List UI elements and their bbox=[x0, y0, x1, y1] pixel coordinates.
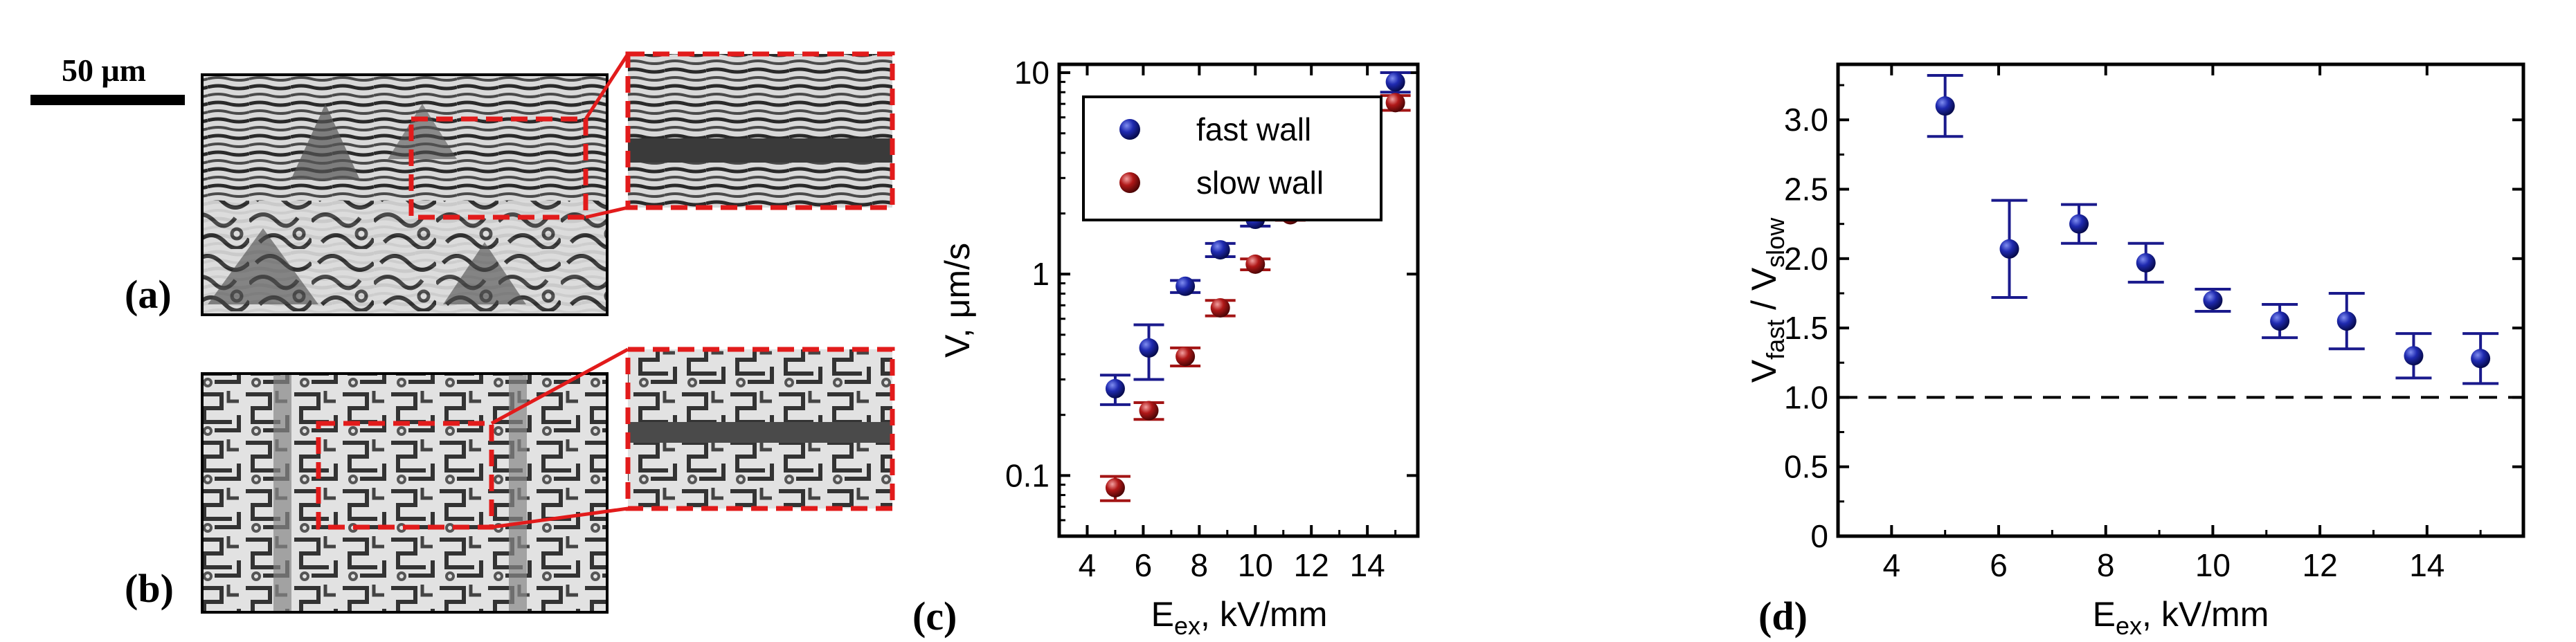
data-point bbox=[2336, 311, 2357, 331]
y-tick-label: 0.1 bbox=[1005, 457, 1050, 493]
data-point bbox=[1139, 401, 1159, 421]
x-tick-label: 12 bbox=[2303, 547, 2338, 583]
x-tick-label: 10 bbox=[2195, 547, 2231, 583]
data-point bbox=[1210, 240, 1230, 260]
zoom-box-b bbox=[316, 421, 494, 530]
chart-d-frame bbox=[1836, 62, 2525, 538]
x-tick-label: 8 bbox=[2097, 547, 2115, 583]
inset-a bbox=[625, 51, 895, 210]
x-tick-label: 6 bbox=[1990, 547, 2008, 583]
y-tick-label: 0 bbox=[1810, 518, 1828, 554]
data-point bbox=[1176, 347, 1196, 367]
y-tick-label: 1.0 bbox=[1784, 379, 1828, 415]
y-tick-label: 0.5 bbox=[1784, 449, 1828, 485]
legend-marker-slow bbox=[1119, 172, 1140, 193]
zoom-line-b-top bbox=[490, 347, 629, 425]
micrograph-panels: 50 μm (a) bbox=[30, 51, 895, 614]
data-point bbox=[1139, 338, 1159, 358]
panel-label-d: (d) bbox=[1758, 594, 1808, 639]
x-tick-label: 4 bbox=[1883, 547, 1901, 583]
micrograph-b bbox=[201, 372, 609, 614]
data-point bbox=[2203, 291, 2223, 310]
chart-d-ticks: 4 6 8 10 12 14 0 0.5 1.0 1.5 2.0 2.5 3.0 bbox=[1784, 64, 2523, 583]
y-tick-label: 10 bbox=[1014, 55, 1050, 91]
chart-c-xlabel: Eex, kV/mm bbox=[1151, 595, 1328, 640]
data-point bbox=[1999, 239, 2019, 259]
legend-label-slow: slow wall bbox=[1196, 165, 1324, 201]
data-point bbox=[1385, 72, 1405, 92]
panel-label-c: (c) bbox=[912, 594, 957, 639]
scale-bar-label: 50 μm bbox=[62, 53, 146, 88]
data-point bbox=[2270, 311, 2290, 331]
x-tick-label: 10 bbox=[1238, 547, 1273, 583]
chart-c-ylabel: V, μm/s bbox=[938, 243, 977, 358]
data-point bbox=[2069, 214, 2089, 234]
chart-d-ylabel: Vfast / Vslow bbox=[1745, 217, 1790, 383]
data-point bbox=[2471, 349, 2491, 369]
zoom-line-b-bottom bbox=[491, 506, 629, 529]
panel-label-a: (a) bbox=[125, 272, 172, 317]
y-tick-label: 3.0 bbox=[1784, 102, 1828, 138]
chart-c-frame bbox=[1057, 62, 1420, 538]
zoom-line-a-top bbox=[584, 53, 630, 120]
x-tick-label: 14 bbox=[2409, 547, 2444, 583]
chart-c: 4 6 8 10 12 14 0.1 1 10 fast wall slow wall V, μ… bbox=[912, 55, 1420, 640]
y-tick-label: 1 bbox=[1032, 256, 1050, 292]
x-tick-label: 8 bbox=[1191, 547, 1209, 583]
chart-d-marks bbox=[1927, 74, 2499, 385]
legend-box bbox=[1082, 95, 1382, 221]
data-point bbox=[2404, 346, 2424, 366]
x-tick-label: 4 bbox=[1079, 547, 1097, 583]
y-tick-label: 1.5 bbox=[1784, 310, 1828, 346]
zoom-line-a-bottom bbox=[585, 205, 629, 219]
micrograph-a bbox=[201, 73, 609, 316]
y-tick-label: 2.0 bbox=[1784, 241, 1828, 277]
data-point bbox=[1385, 93, 1405, 113]
chart-d: 4 6 8 10 12 14 0 0.5 1.0 1.5 2.0 2.5 3.0 Vfast / Vsl… bbox=[1745, 62, 2525, 640]
data-point bbox=[2136, 253, 2156, 273]
data-point bbox=[1210, 297, 1230, 318]
inset-b bbox=[625, 347, 895, 511]
x-tick-label: 12 bbox=[1294, 547, 1329, 583]
x-tick-label: 6 bbox=[1135, 547, 1153, 583]
panel-label-b: (b) bbox=[125, 566, 174, 611]
legend-marker-fast bbox=[1119, 119, 1140, 140]
chart-c-legend: fast wall slow wall bbox=[1082, 95, 1382, 221]
scale-bar bbox=[30, 95, 185, 105]
y-tick-label: 2.5 bbox=[1784, 172, 1828, 208]
data-point bbox=[1176, 276, 1196, 296]
data-point bbox=[1105, 378, 1125, 398]
x-tick-label: 14 bbox=[1350, 547, 1385, 583]
data-point bbox=[1935, 96, 1955, 116]
data-point bbox=[1105, 477, 1125, 497]
data-point bbox=[1245, 254, 1266, 274]
legend-label-fast: fast wall bbox=[1196, 111, 1311, 147]
zoom-box-a bbox=[408, 116, 588, 220]
chart-c-ticks: 4 6 8 10 12 14 0.1 1 10 bbox=[1005, 55, 1418, 583]
chart-d-xlabel: Eex, kV/mm bbox=[2093, 595, 2269, 640]
